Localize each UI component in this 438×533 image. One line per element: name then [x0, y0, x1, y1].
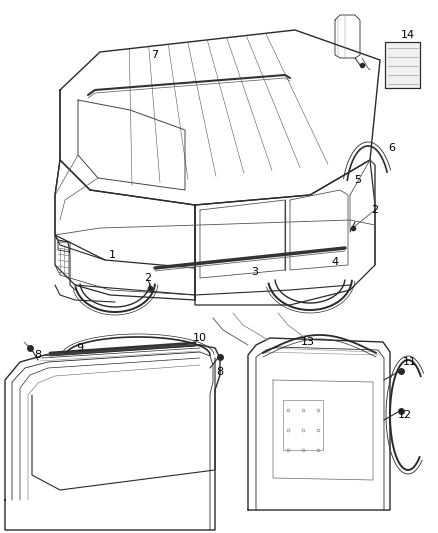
- Text: 6: 6: [389, 143, 396, 153]
- Text: 12: 12: [398, 410, 412, 420]
- Text: 2: 2: [145, 273, 152, 283]
- Text: 3: 3: [251, 267, 258, 277]
- Text: 14: 14: [401, 30, 415, 40]
- Text: 13: 13: [301, 337, 315, 347]
- Text: 1: 1: [109, 250, 116, 260]
- Text: 2: 2: [371, 205, 378, 215]
- Text: 9: 9: [77, 343, 84, 353]
- Text: 11: 11: [403, 357, 417, 367]
- Text: 5: 5: [354, 175, 361, 185]
- Text: 10: 10: [193, 333, 207, 343]
- Text: 8: 8: [35, 350, 42, 360]
- Bar: [385, 42, 420, 88]
- Text: 4: 4: [332, 257, 339, 267]
- Text: 8: 8: [216, 367, 223, 377]
- Text: 7: 7: [152, 50, 159, 60]
